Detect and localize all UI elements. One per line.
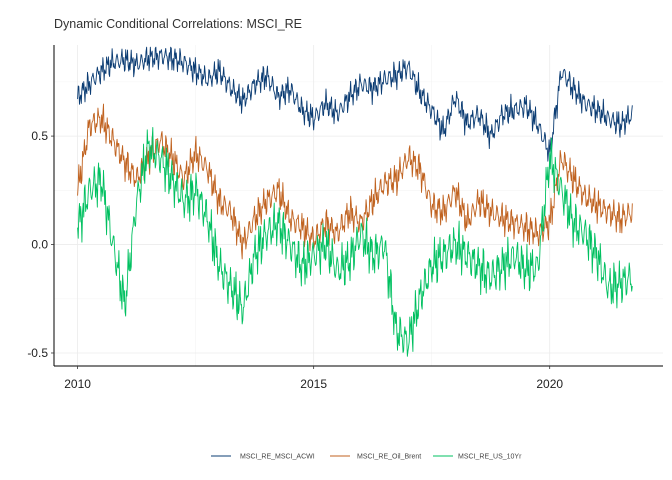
series-lines (77, 46, 633, 357)
y-tick-label: -0.5 (27, 346, 48, 360)
series-line-msci-re-us-10yr (77, 127, 633, 357)
x-tick-label: 2010 (64, 377, 91, 391)
legend-label: MSCI_RE_MSCI_ACWI (240, 454, 315, 461)
y-tick-label: 0.5 (31, 129, 48, 143)
legend-label: MSCI_RE_US_10Yr (458, 454, 522, 461)
legend: MSCI_RE_MSCI_ACWI MSCI_RE_Oil_Brent MSCI_R… (211, 454, 522, 461)
series-line-msci-re-oil-brent (77, 103, 633, 260)
x-tick-label: 2020 (536, 377, 563, 391)
tick-labels: 0.5 0.0 -0.5 2010 2015 2020 (27, 129, 563, 391)
chart-title: Dynamic Conditional Correlations: MSCI_R… (54, 17, 303, 31)
series-line-msci-re-msci-acwi (77, 46, 633, 162)
legend-label: MSCI_RE_Oil_Brent (357, 454, 421, 461)
x-tick-label: 2015 (300, 377, 327, 391)
axes (51, 45, 663, 369)
y-tick-label: 0.0 (31, 238, 48, 252)
grid-lines (54, 45, 663, 366)
